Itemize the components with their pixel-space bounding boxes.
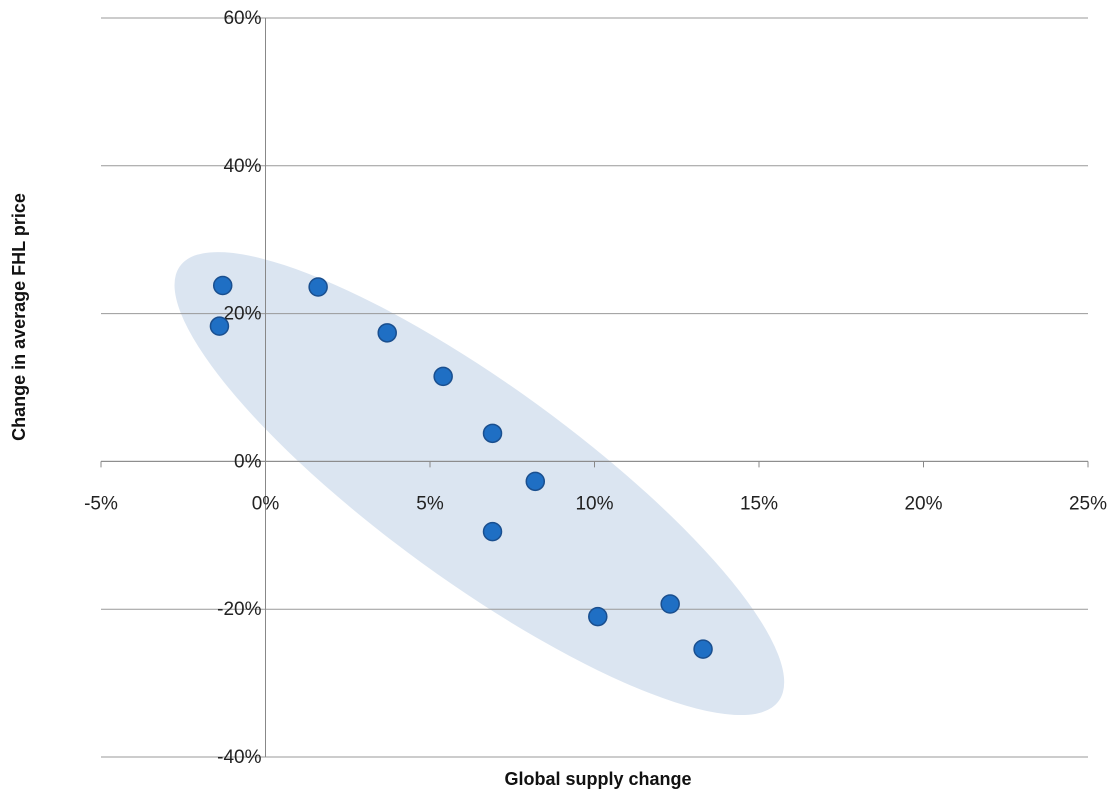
- x-tick-label-3: 10%: [575, 493, 613, 514]
- data-point-6: [525, 471, 546, 492]
- y-axis-title: Change in average FHL price: [9, 193, 29, 441]
- axes: [100, 18, 1089, 757]
- x-tick-label-0: -5%: [84, 493, 118, 514]
- y-tick-label-4: 40%: [223, 156, 261, 177]
- data-point-1: [212, 275, 233, 296]
- data-points: [209, 275, 713, 659]
- y-tick-label-0: -40%: [217, 747, 261, 768]
- y-tick-label-2: 0%: [234, 451, 262, 472]
- x-axis-title: Global supply change: [504, 769, 691, 789]
- highlight-ellipse-layer: [174, 252, 785, 716]
- x-tick-label-4: 15%: [740, 493, 778, 514]
- x-tick-label-1: 0%: [252, 493, 280, 514]
- y-tick-label-1: -20%: [217, 599, 261, 620]
- y-tick-label-3: 20%: [223, 304, 261, 325]
- data-point-8: [588, 606, 608, 627]
- y-tick-label-5: 60%: [223, 8, 261, 29]
- data-point-10: [693, 639, 713, 659]
- x-tick-label-6: 25%: [1069, 493, 1107, 514]
- data-point-7: [482, 521, 503, 542]
- x-tick-labels: -5% 0% 5% 10% 15% 20% 25%: [84, 493, 1107, 514]
- data-point-0: [209, 316, 230, 336]
- data-point-3: [377, 323, 397, 343]
- highlight-ellipse: [174, 252, 785, 716]
- data-point-9: [660, 594, 680, 614]
- x-tick-label-5: 20%: [904, 493, 942, 514]
- data-point-2: [308, 277, 328, 297]
- y-tick-labels: -40% -20% 0% 20% 40% 60%: [217, 8, 261, 768]
- data-point-4: [433, 366, 453, 387]
- x-tick-label-2: 5%: [416, 493, 444, 514]
- data-point-5: [482, 423, 503, 444]
